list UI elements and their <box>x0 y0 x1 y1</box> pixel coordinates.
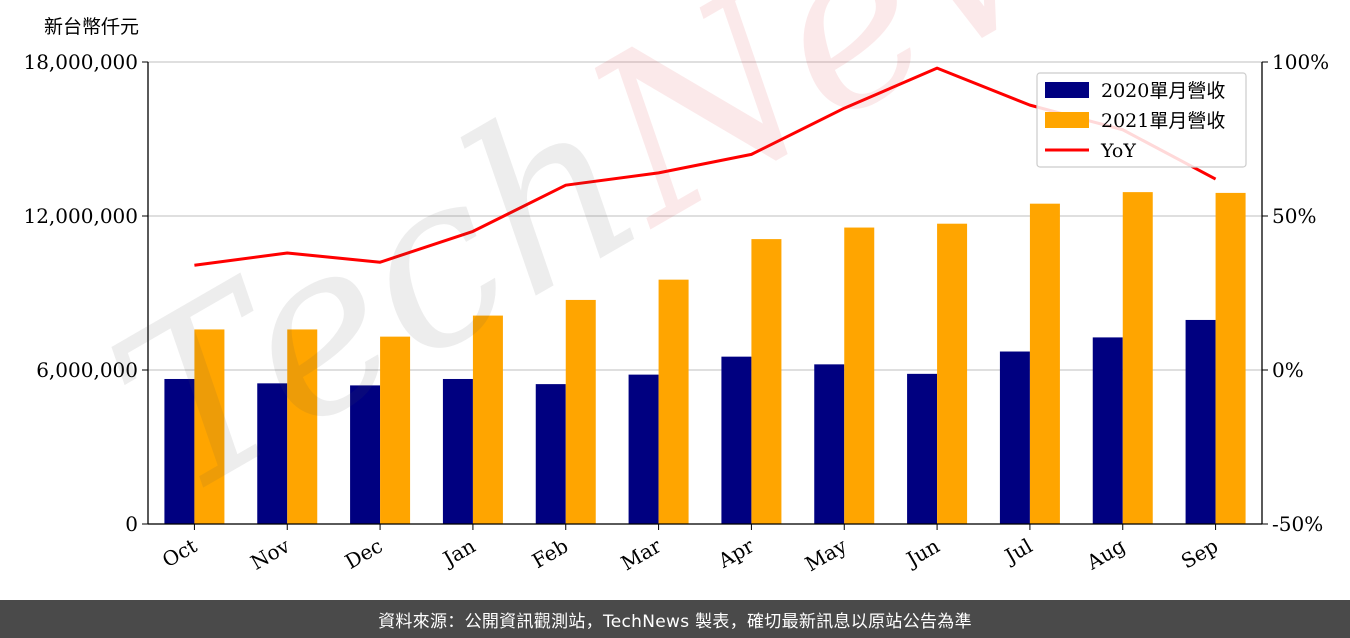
x-tick-label: May <box>801 533 851 576</box>
bar-2021 <box>751 239 782 524</box>
bar-2021 <box>380 336 411 524</box>
bar-2021 <box>937 223 968 524</box>
y2-tick-label: 100% <box>1272 50 1329 74</box>
bars <box>164 192 1246 525</box>
bar-2020 <box>999 351 1030 524</box>
bar-2020 <box>721 356 752 524</box>
bar-2021 <box>194 329 225 524</box>
bar-2020 <box>1185 319 1216 524</box>
bar-2020 <box>442 378 473 524</box>
y2-tick-label: 0% <box>1272 358 1304 382</box>
bar-2021 <box>1029 203 1060 524</box>
y2-tick-label: -50% <box>1272 512 1323 536</box>
bar-2021 <box>565 299 596 524</box>
bar-2020 <box>814 364 845 524</box>
bar-2021 <box>1122 192 1153 524</box>
x-tick-label: Apr <box>713 533 758 573</box>
x-tick-label: Mar <box>617 533 666 575</box>
legend-label: 2020單月營收 <box>1101 80 1225 102</box>
legend-swatch <box>1045 82 1089 98</box>
bar-2020 <box>257 383 288 524</box>
chart-svg: 0 6,000,000 12,000,000 18,000,000 -50% 0% 50% 1… <box>23 16 1329 576</box>
bar-2021 <box>844 227 875 525</box>
chart: 0 6,000,000 12,000,000 18,000,000 -50% 0% 50% 1… <box>23 16 1329 576</box>
x-tick-label: Dec <box>341 534 387 574</box>
x-tick-label: Jun <box>901 533 944 572</box>
x-tick-label: Oct <box>158 534 201 573</box>
legend-box <box>1036 72 1247 168</box>
y-tick-label: 12,000,000 <box>23 204 138 228</box>
x-tick-label: Jan <box>437 533 479 571</box>
legend-label: YoY <box>1100 140 1136 162</box>
bar-2021 <box>472 315 503 524</box>
x-tick-label: Aug <box>1082 533 1130 574</box>
legend: 2020單月營收 2021單月營收 YoY <box>1036 72 1247 168</box>
bar-2020 <box>350 385 381 524</box>
bar-2020 <box>1092 337 1123 524</box>
x-tick-label: Sep <box>1177 534 1222 574</box>
y-axis-label: 新台幣仟元 <box>44 16 139 38</box>
x-tick-label: Feb <box>528 534 572 573</box>
y-tick-label: 18,000,000 <box>23 50 138 74</box>
y2-tick-label: 50% <box>1272 204 1316 228</box>
source-footer-text: 資料來源：公開資訊觀測站，TechNews 製表，確切最新訊息以原站公告為準 <box>378 611 972 632</box>
y-tick-label: 0 <box>125 512 138 536</box>
bar-2020 <box>628 374 659 524</box>
x-tick-label: Nov <box>246 533 294 575</box>
legend-label: 2021單月營收 <box>1101 110 1225 132</box>
y-tick-label: 6,000,000 <box>36 358 138 382</box>
bar-2020 <box>164 378 195 524</box>
legend-swatch <box>1045 112 1089 128</box>
source-footer: 資料來源：公開資訊觀測站，TechNews 製表，確切最新訊息以原站公告為準 <box>0 600 1350 638</box>
bar-2020 <box>907 373 938 524</box>
bar-2020 <box>535 384 566 524</box>
x-tick-label: Jul <box>999 534 1036 569</box>
bar-2021 <box>658 279 689 524</box>
bar-2021 <box>287 329 318 524</box>
bar-2021 <box>1215 192 1246 524</box>
